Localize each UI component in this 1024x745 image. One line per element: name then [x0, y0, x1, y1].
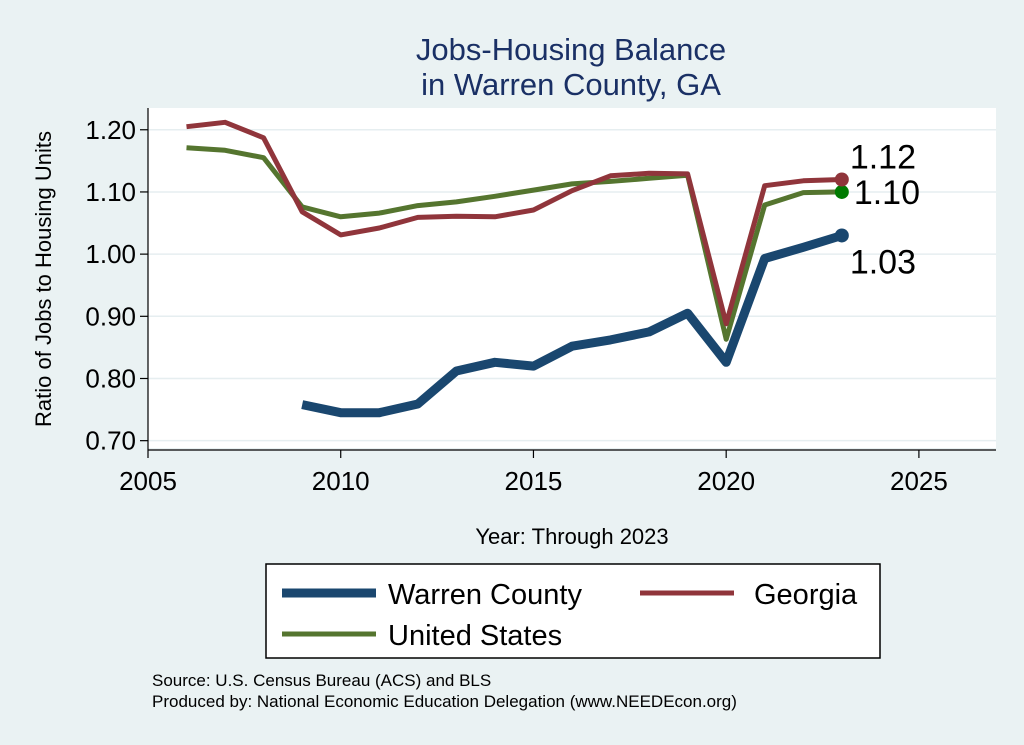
x-axis-ticks: 2005 2010 2015 2020 2025	[119, 450, 948, 496]
end-label-georgia: 1.12	[850, 139, 916, 177]
plot-area	[148, 108, 996, 448]
gridlines	[148, 129, 996, 442]
chart-title-line-1: Jobs-Housing Balance	[416, 32, 726, 67]
legend-label-georgia: Georgia	[754, 579, 858, 611]
chart-title-line-2: in Warren County, GA	[421, 67, 721, 102]
x-tick-label: 2025	[890, 466, 948, 496]
x-tick-label: 2015	[505, 466, 563, 496]
y-axis-title: Ratio of Jobs to Housing Units	[31, 131, 56, 427]
end-point-warren-county	[834, 228, 849, 243]
x-tick-label: 2020	[697, 466, 755, 496]
y-tick-label: 1.00	[85, 239, 136, 269]
y-tick-label: 1.20	[85, 115, 136, 145]
y-tick-label: 1.10	[85, 177, 136, 207]
x-tick-label: 2010	[312, 466, 370, 496]
end-point-united-states	[834, 184, 849, 199]
x-axis-title: Year: Through 2023	[475, 524, 668, 549]
y-tick-label: 0.90	[85, 301, 136, 331]
legend-box	[265, 563, 881, 659]
x-tick-label: 2005	[119, 466, 177, 496]
end-point-georgia	[834, 172, 849, 187]
legend: Warren County Georgia United States	[265, 563, 881, 659]
y-tick-label: 0.80	[85, 363, 136, 393]
end-label-warren-county: 1.03	[850, 243, 916, 281]
y-axis-ticks: 0.70 0.80 0.90 1.00 1.10 1.20	[85, 115, 148, 456]
produced-by-note: Produced by: National Economic Education…	[152, 692, 737, 711]
legend-label-united-states: United States	[388, 620, 562, 652]
y-tick-label: 0.70	[85, 426, 136, 456]
source-note: Source: U.S. Census Bureau (ACS) and BLS	[152, 671, 491, 690]
legend-label-warren-county: Warren County	[388, 579, 582, 611]
series-line-warren-county	[301, 231, 844, 418]
series-line-georgia	[186, 119, 842, 327]
end-label-united-states: 1.10	[854, 174, 920, 212]
series-layer: 1.101.12 1.03	[186, 119, 920, 418]
